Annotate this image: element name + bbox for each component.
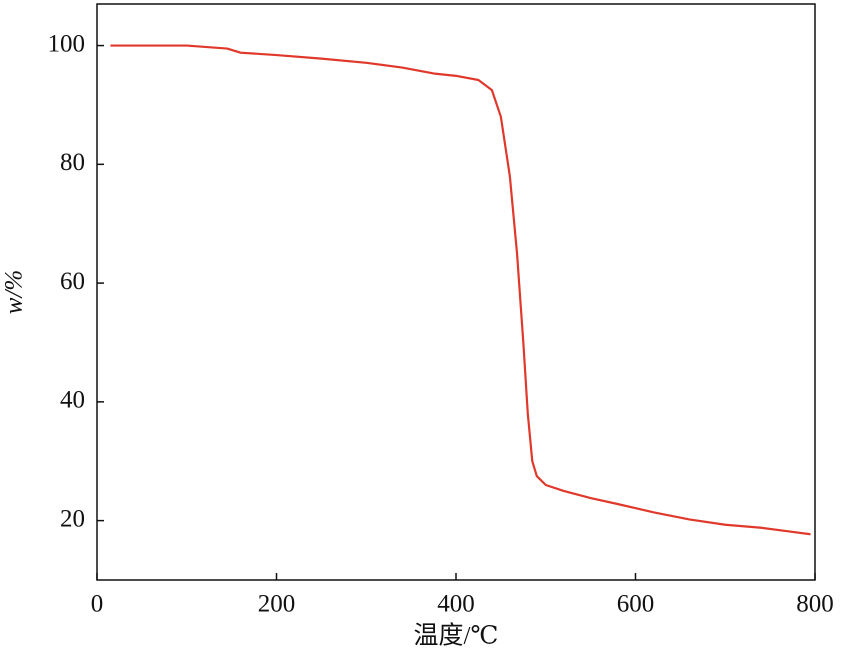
- y-tick-label: 20: [60, 505, 85, 532]
- data-line: [110, 44, 811, 536]
- y-tick-label: 60: [60, 268, 85, 295]
- plot-frame: [96, 3, 816, 581]
- x-tick-label: 600: [617, 591, 655, 618]
- x-axis-label: 温度/℃: [414, 622, 499, 650]
- y-tick-label: 40: [60, 387, 85, 414]
- x-tick-label: 200: [258, 591, 296, 618]
- x-tick-label: 0: [91, 591, 104, 618]
- y-tick-label: 100: [48, 30, 86, 57]
- y-tick-label: 80: [60, 149, 85, 176]
- x-tick-label: 400: [437, 591, 475, 618]
- x-tick-label: 800: [796, 591, 834, 618]
- y-axis-label: w/%: [1, 270, 28, 314]
